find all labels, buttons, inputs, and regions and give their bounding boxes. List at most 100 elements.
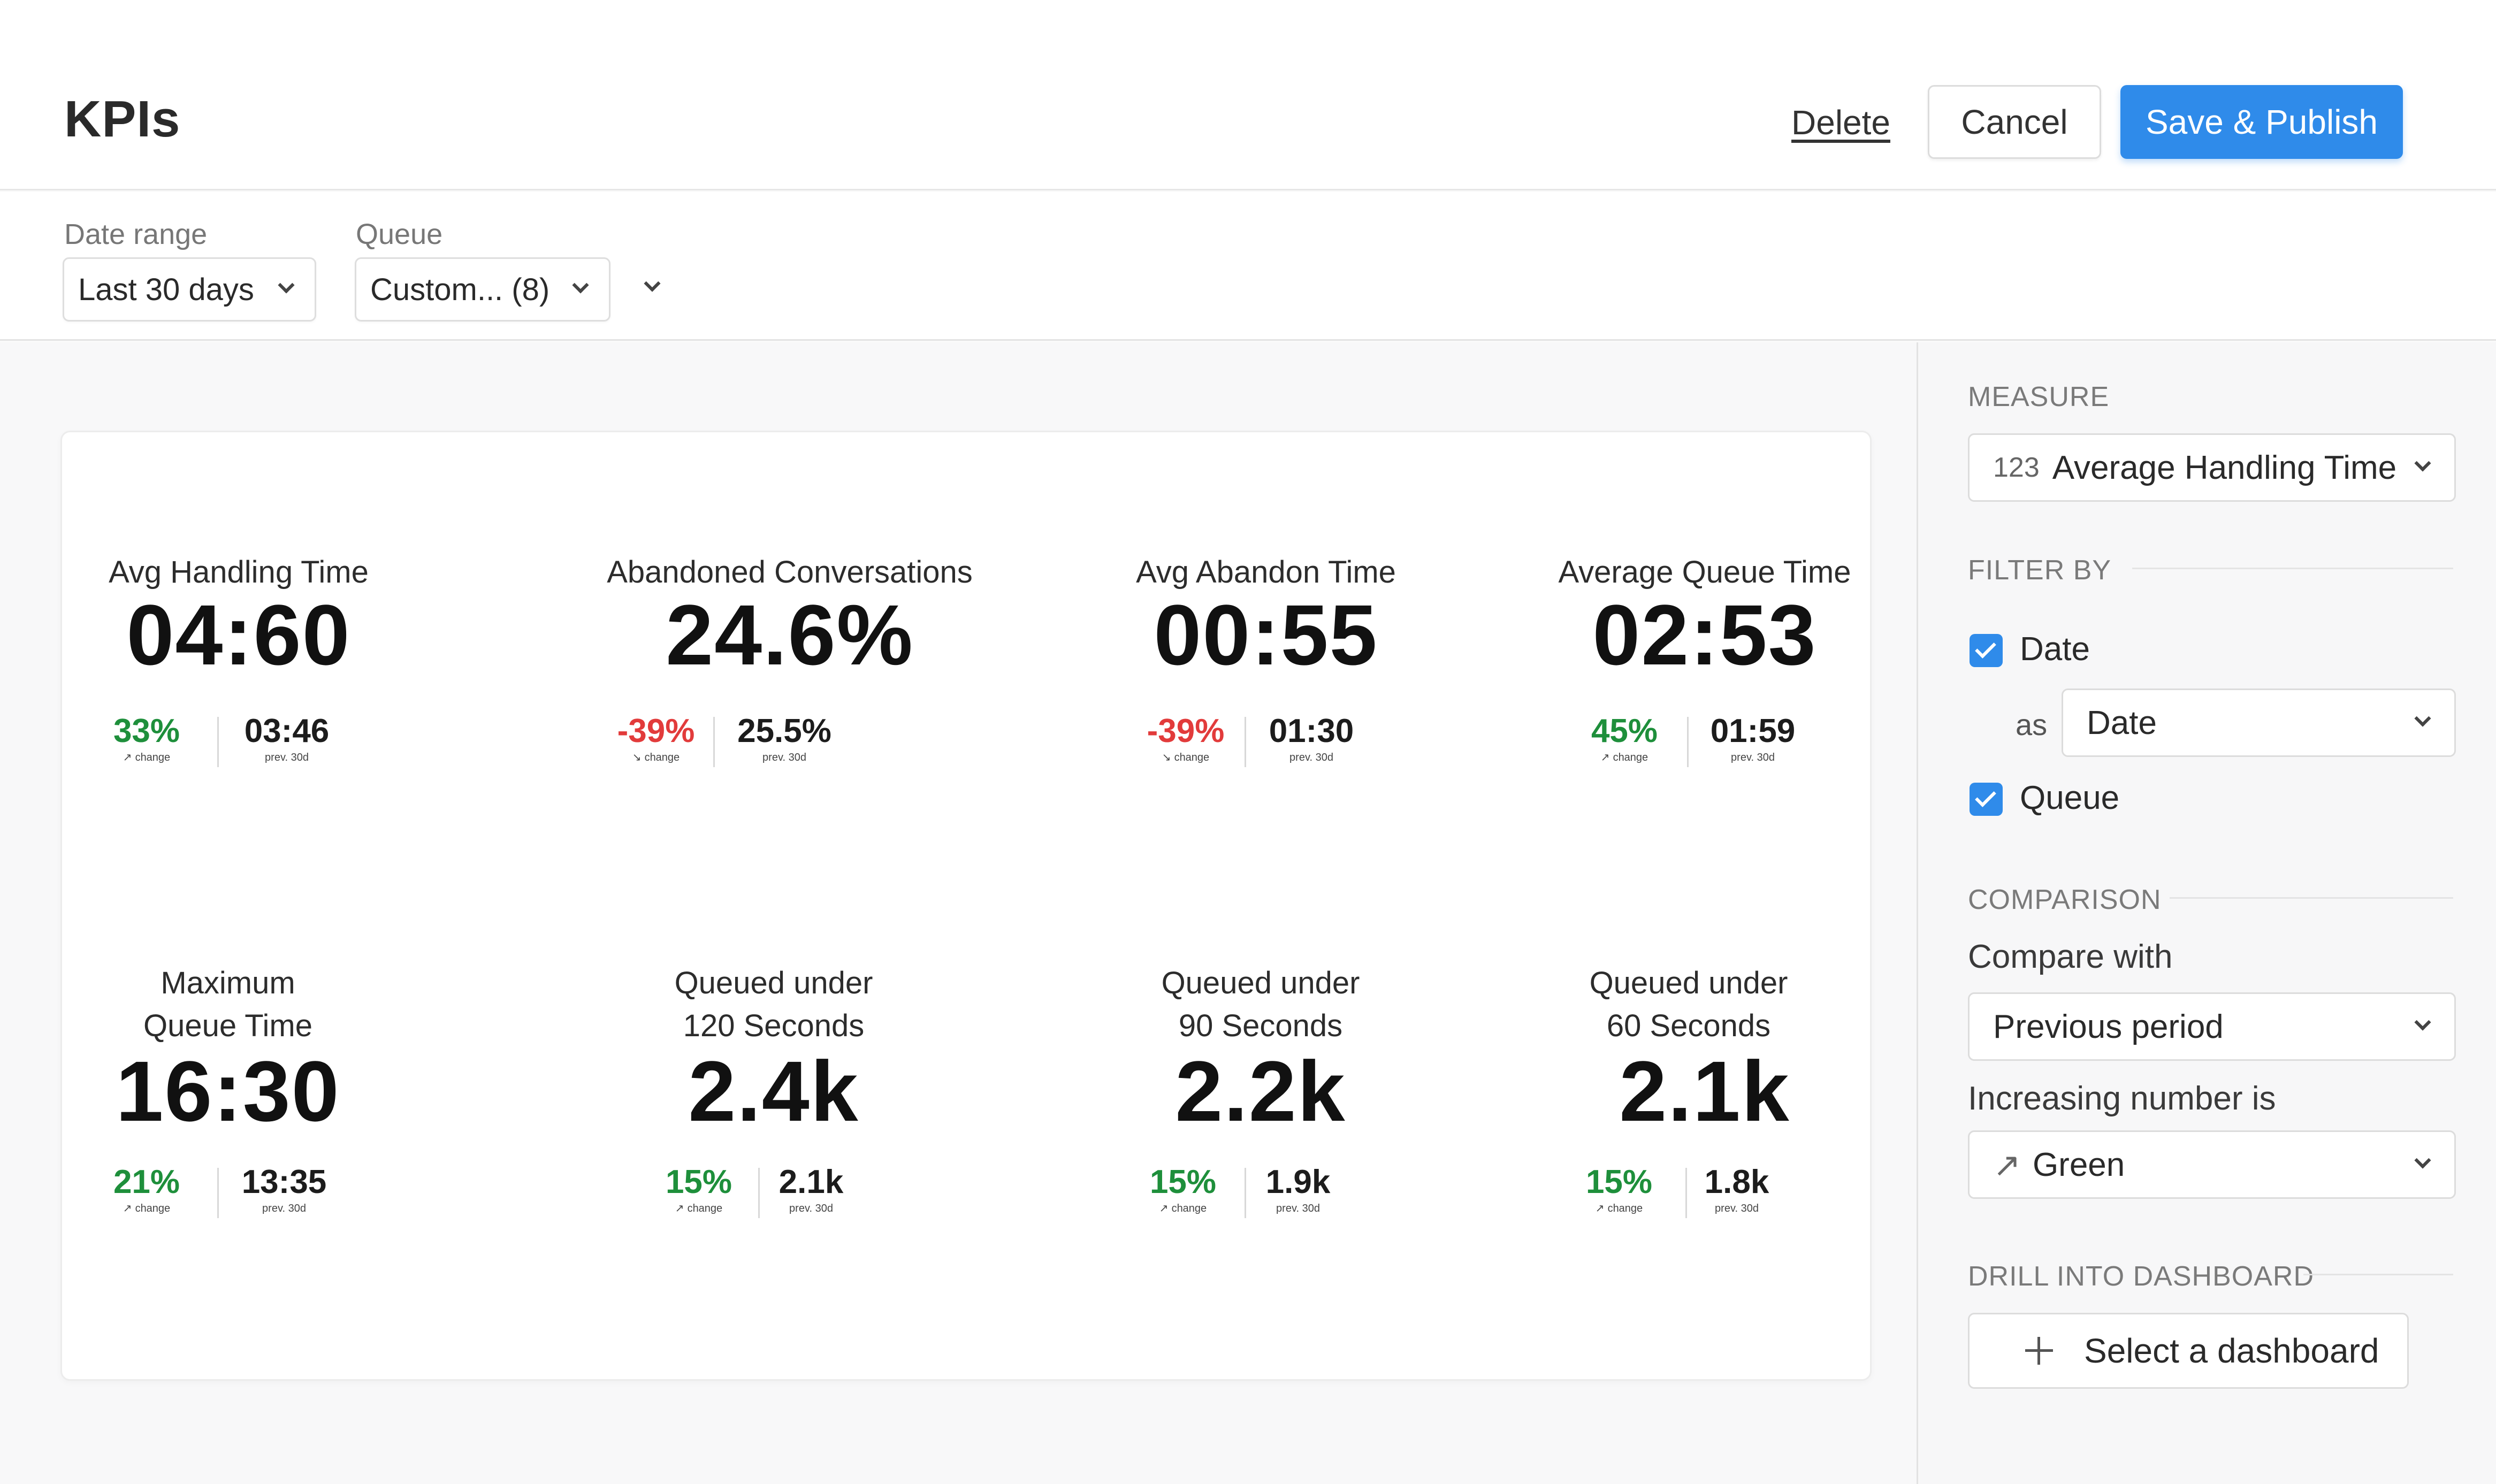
kpi-prev-label: prev. 30d bbox=[262, 1203, 306, 1214]
date-range-value: Last 30 days bbox=[78, 272, 254, 307]
kpi-change-label: change bbox=[1171, 1203, 1207, 1214]
trend-up-icon: ↗ bbox=[675, 1203, 684, 1214]
kpi-prev-label: prev. 30d bbox=[265, 752, 309, 763]
as-label: as bbox=[2016, 708, 2048, 741]
chevron-down-icon bbox=[2414, 1014, 2431, 1031]
delete-button[interactable]: Delete bbox=[1791, 103, 1890, 142]
kpi-change-label: change bbox=[687, 1203, 723, 1214]
divider bbox=[1687, 717, 1689, 767]
chevron-down-icon bbox=[2414, 710, 2431, 727]
date-range-select[interactable]: Last 30 days bbox=[63, 257, 316, 322]
kpi-title-line1: Queued under bbox=[674, 966, 873, 1000]
page-title: KPIs bbox=[64, 90, 181, 148]
select-dashboard-button[interactable]: Select a dashboard bbox=[1968, 1313, 2409, 1389]
kpi-title-line2: 90 Seconds bbox=[1178, 1008, 1343, 1043]
more-filters-button[interactable] bbox=[637, 273, 669, 305]
kpi-change-value: -39% bbox=[1147, 713, 1225, 749]
divider bbox=[217, 717, 219, 767]
kpi-prev-value: 2.1k bbox=[778, 1164, 844, 1200]
chevron-down-icon bbox=[2414, 455, 2431, 472]
kpi-prev-label: prev. 30d bbox=[1715, 1203, 1759, 1214]
kpi-tile: Queued under 90 Seconds 2.2k 15% ↗ change… bbox=[1041, 962, 1480, 1218]
queue-label: Queue bbox=[356, 218, 443, 250]
kpi-tile: Avg Abandon Time 00:55 -39% ↘ change 01:3… bbox=[1079, 551, 1453, 767]
date-as-select[interactable]: Date bbox=[2062, 689, 2456, 757]
main-canvas: Avg Handling Time 04:60 33% ↗ change 03:4… bbox=[0, 342, 1917, 1484]
divider bbox=[2132, 568, 2453, 569]
chevron-down-icon bbox=[572, 277, 589, 294]
comparison-section-label: COMPARISON bbox=[1968, 884, 2162, 915]
kpi-prev-value: 1.8k bbox=[1704, 1164, 1769, 1200]
kpi-stats: -39% ↘ change 25.5% prev. 30d bbox=[554, 712, 1025, 776]
kpi-prev: 01:59 prev. 30d bbox=[1694, 712, 1812, 764]
trend-up-icon: ↗ bbox=[1600, 752, 1610, 763]
trend-up-icon: ↗ bbox=[123, 752, 132, 763]
kpi-stats: 33% ↗ change 03:46 prev. 30d bbox=[62, 712, 415, 776]
kpi-title-line1: Queued under bbox=[1589, 966, 1788, 1000]
date-filter-checkbox[interactable] bbox=[1970, 634, 2003, 667]
date-filter-label: Date bbox=[2020, 631, 2090, 668]
kpi-change: 21% ↗ change bbox=[109, 1162, 184, 1215]
kpi-change-label: change bbox=[135, 1203, 171, 1214]
kpi-title: Abandoned Conversations bbox=[607, 555, 973, 590]
kpi-prev: 25.5% prev. 30d bbox=[726, 712, 843, 764]
kpi-value: 2.2k bbox=[1175, 1043, 1346, 1139]
queue-value: Custom... (8) bbox=[370, 272, 550, 307]
header: KPIs Delete Cancel Save & Publish bbox=[0, 0, 2496, 190]
chevron-down-icon bbox=[644, 275, 661, 292]
measure-select[interactable]: 123 Average Handling Time bbox=[1968, 433, 2456, 502]
kpi-title-line2: 120 Seconds bbox=[683, 1008, 865, 1043]
chevron-down-icon bbox=[278, 277, 295, 294]
kpi-value: 00:55 bbox=[1154, 587, 1378, 683]
chevron-down-icon bbox=[2414, 1152, 2431, 1169]
cancel-button[interactable]: Cancel bbox=[1928, 85, 2101, 159]
measure-value: Average Handling Time bbox=[2052, 449, 2397, 486]
kpi-change-value: 15% bbox=[665, 1164, 732, 1200]
kpi-change-label: change bbox=[135, 752, 171, 763]
trend-up-icon: ↗ bbox=[1993, 1146, 2021, 1184]
kpi-prev-value: 01:59 bbox=[1710, 713, 1796, 749]
queue-filter-checkbox[interactable] bbox=[1970, 783, 2003, 816]
date-range-label: Date range bbox=[64, 218, 208, 250]
kpi-prev-label: prev. 30d bbox=[1276, 1203, 1320, 1214]
settings-panel: MEASURE 123 Average Handling Time FILTER… bbox=[1917, 342, 2496, 1484]
kpi-value: 24.6% bbox=[666, 587, 914, 683]
kpi-title: Avg Abandon Time bbox=[1136, 555, 1396, 590]
filter-by-section-label: FILTER BY bbox=[1968, 555, 2112, 586]
kpi-change-value: 15% bbox=[1585, 1164, 1653, 1200]
divider bbox=[2170, 897, 2453, 899]
trend-down-icon: ↘ bbox=[632, 752, 642, 763]
kpi-change-label: change bbox=[644, 752, 680, 763]
increasing-number-value: Green bbox=[2032, 1146, 2125, 1183]
kpi-value: 02:53 bbox=[1592, 587, 1817, 683]
trend-up-icon: ↗ bbox=[1595, 1203, 1605, 1214]
kpi-change: -39% ↘ change bbox=[1138, 712, 1234, 764]
kpi-stats: 15% ↗ change 1.8k prev. 30d bbox=[1507, 1162, 1871, 1227]
divider bbox=[2303, 1274, 2453, 1275]
kpi-stats: 45% ↗ change 01:59 prev. 30d bbox=[1539, 712, 1871, 776]
save-publish-button[interactable]: Save & Publish bbox=[2120, 85, 2403, 159]
kpi-change-value: -39% bbox=[617, 713, 695, 749]
number-type-icon: 123 bbox=[1993, 452, 2040, 483]
queue-select[interactable]: Custom... (8) bbox=[355, 257, 610, 322]
kpi-change: 45% ↗ change bbox=[1582, 712, 1667, 764]
kpi-prev: 1.8k prev. 30d bbox=[1694, 1162, 1780, 1215]
kpi-change: 33% ↗ change bbox=[109, 712, 184, 764]
date-as-value: Date bbox=[2087, 704, 2157, 741]
kpi-card[interactable]: Avg Handling Time 04:60 33% ↗ change 03:4… bbox=[60, 431, 1872, 1381]
kpi-title: Average Queue Time bbox=[1558, 555, 1851, 590]
kpi-tile: Maximum Queue Time 16:30 21% ↗ change 13:… bbox=[62, 962, 394, 1218]
kpi-change-value: 33% bbox=[113, 713, 180, 749]
kpi-tile: Queued under 60 Seconds 2.1k 15% ↗ change… bbox=[1507, 962, 1871, 1218]
compare-with-label: Compare with bbox=[1968, 938, 2173, 975]
increasing-number-select[interactable]: ↗ Green bbox=[1968, 1130, 2456, 1199]
kpi-prev: 03:46 prev. 30d bbox=[233, 712, 340, 764]
kpi-prev: 1.9k prev. 30d bbox=[1255, 1162, 1341, 1215]
kpi-prev: 13:35 prev. 30d bbox=[231, 1162, 338, 1215]
kpi-change-value: 45% bbox=[1591, 713, 1658, 749]
select-dashboard-label: Select a dashboard bbox=[2084, 1332, 2379, 1370]
kpi-change: -39% ↘ change bbox=[608, 712, 704, 764]
kpi-change-label: change bbox=[1613, 752, 1648, 763]
compare-with-select[interactable]: Previous period bbox=[1968, 992, 2456, 1061]
kpi-prev: 2.1k prev. 30d bbox=[768, 1162, 854, 1215]
